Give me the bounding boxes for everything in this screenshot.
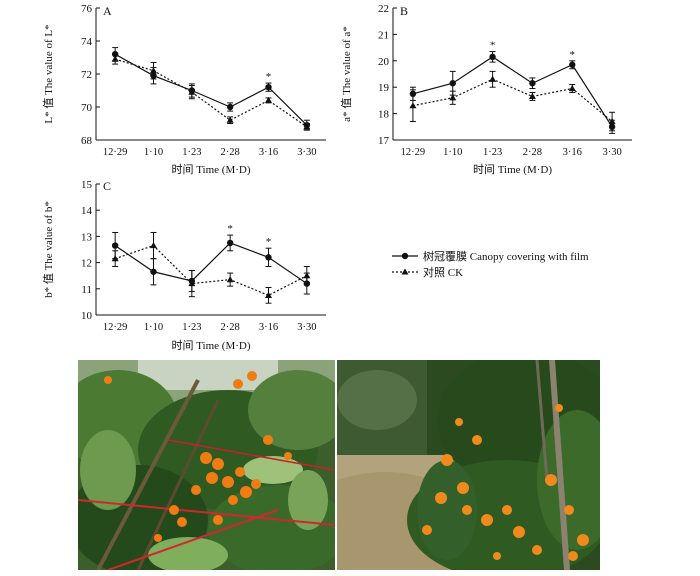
y-tick-label: 18	[378, 109, 390, 121]
panel-a: 68 70 72 74 76 12·29 1·10 1·23 2·28 3·16 3·30 时间 Ti…	[42, 3, 326, 176]
y-tick-label: 20	[378, 56, 390, 68]
x-tick-label: 3·16	[259, 147, 278, 158]
y-axis-title: a* 值 The value of a*	[340, 26, 353, 122]
panel-label: C	[103, 179, 111, 193]
data-point-ck	[449, 94, 457, 101]
photo-control	[337, 360, 600, 570]
significance-star: *	[227, 223, 233, 235]
y-tick-label: 74	[81, 36, 93, 48]
significance-star: *	[266, 71, 272, 83]
x-tick-label: 3·30	[297, 322, 316, 333]
y-axis-title: b* 值 The value of b*	[42, 201, 55, 298]
data-point-ck	[568, 84, 576, 92]
x-tick-label: 12·29	[103, 147, 128, 158]
data-point-ck	[303, 123, 311, 130]
data-point-ck	[188, 279, 196, 287]
x-tick-label: 2·28	[221, 322, 240, 333]
y-tick-label: 76	[81, 3, 93, 15]
figure: 68 70 72 74 76 12·29 1·10 1·23 2·28 3·16 3·30 时间 Ti…	[42, 3, 632, 352]
data-point-film	[150, 268, 157, 275]
data-point-ck	[226, 276, 234, 283]
data-point-ck	[265, 291, 272, 298]
data-point-ck	[111, 255, 119, 262]
legend: 树冠覆膜 Canopy covering with film 对照 CK	[392, 249, 589, 279]
data-point-film	[569, 61, 576, 68]
data-point-ck	[303, 272, 311, 279]
legend-film-marker	[401, 252, 409, 260]
series-line-film	[412, 56, 613, 128]
x-tick-label: 3·16	[259, 322, 278, 333]
data-point-ck	[608, 117, 616, 125]
x-tick-label: 2·28	[523, 147, 542, 158]
data-point-film	[265, 84, 272, 91]
y-tick-label: 14	[81, 205, 93, 217]
x-tick-label: 1·10	[144, 322, 163, 333]
data-point-ck	[111, 55, 119, 62]
data-point-ck	[265, 96, 272, 103]
data-point-ck	[489, 75, 497, 82]
data-point-ck	[188, 88, 196, 95]
y-tick-label: 19	[378, 82, 390, 94]
series-line-film	[114, 53, 308, 126]
y-tick-label: 70	[81, 102, 93, 114]
y-tick-label: 13	[81, 231, 93, 243]
x-tick-label: 2·28	[221, 147, 240, 158]
photo-canopy-film	[78, 360, 335, 570]
x-tick-label: 1·23	[182, 147, 201, 158]
legend-ck-label: 对照 CK	[423, 265, 463, 279]
data-point-film	[226, 103, 234, 111]
x-axis-title: 时间 Time (M·D)	[171, 339, 250, 352]
x-tick-label: 1·23	[483, 147, 502, 158]
y-tick-label: 17	[378, 135, 390, 147]
data-point-film	[489, 53, 496, 61]
legend-ck-marker	[401, 268, 409, 275]
x-tick-label: 3·30	[297, 147, 316, 158]
y-tick-label: 15	[81, 179, 93, 191]
significance-star: *	[570, 49, 576, 61]
data-point-film	[265, 254, 272, 261]
x-tick-label: 3·16	[563, 147, 582, 158]
data-point-film	[529, 80, 536, 87]
series-line-film	[114, 242, 308, 285]
y-tick-label: 10	[81, 310, 93, 322]
photo-canopy-film-image	[78, 360, 335, 570]
series-line-ck	[114, 244, 308, 297]
data-point-film	[449, 80, 456, 87]
data-point-film	[226, 239, 234, 247]
x-axis-title: 时间 Time (M·D)	[171, 163, 250, 176]
y-tick-label: 72	[81, 69, 92, 81]
y-tick-label: 12	[81, 258, 92, 270]
panel-label: A	[103, 4, 112, 18]
data-point-ck	[150, 67, 157, 74]
x-tick-label: 1·10	[144, 147, 163, 158]
x-tick-label: 1·23	[182, 322, 201, 333]
x-tick-label: 12·29	[401, 147, 426, 158]
legend-film-label: 树冠覆膜 Canopy covering with film	[423, 249, 589, 263]
y-tick-label: 68	[81, 135, 93, 147]
significance-star: *	[266, 236, 272, 248]
x-tick-label: 1·10	[443, 147, 462, 158]
data-point-ck	[150, 241, 157, 249]
panel-c: 10 11 12 13 14 15 12·29 1·10 1·23 2·28 3·16 3·30 时间 …	[42, 179, 326, 352]
series-line-ck	[114, 58, 308, 128]
significance-star: *	[490, 40, 496, 52]
series-line-ck	[412, 78, 613, 122]
y-tick-label: 21	[378, 29, 389, 41]
y-axis-title: L* 值 The value of L*	[42, 24, 55, 123]
x-axis-title: 时间 Time (M·D)	[473, 163, 552, 176]
x-tick-label: 3·30	[602, 147, 621, 158]
data-point-ck	[409, 102, 417, 109]
data-point-film	[111, 242, 119, 249]
data-point-ck	[528, 92, 536, 100]
y-tick-label: 11	[81, 284, 92, 296]
data-point-ck	[226, 116, 234, 123]
panel-label: B	[400, 4, 408, 18]
x-tick-label: 12·29	[103, 322, 128, 333]
y-tick-label: 22	[378, 3, 389, 15]
photo-control-image	[337, 360, 600, 570]
panel-b: 17 18 19 20 21 22 12·29 1·10 1·23 2·28 3·16 3·30 时间 …	[340, 3, 632, 176]
